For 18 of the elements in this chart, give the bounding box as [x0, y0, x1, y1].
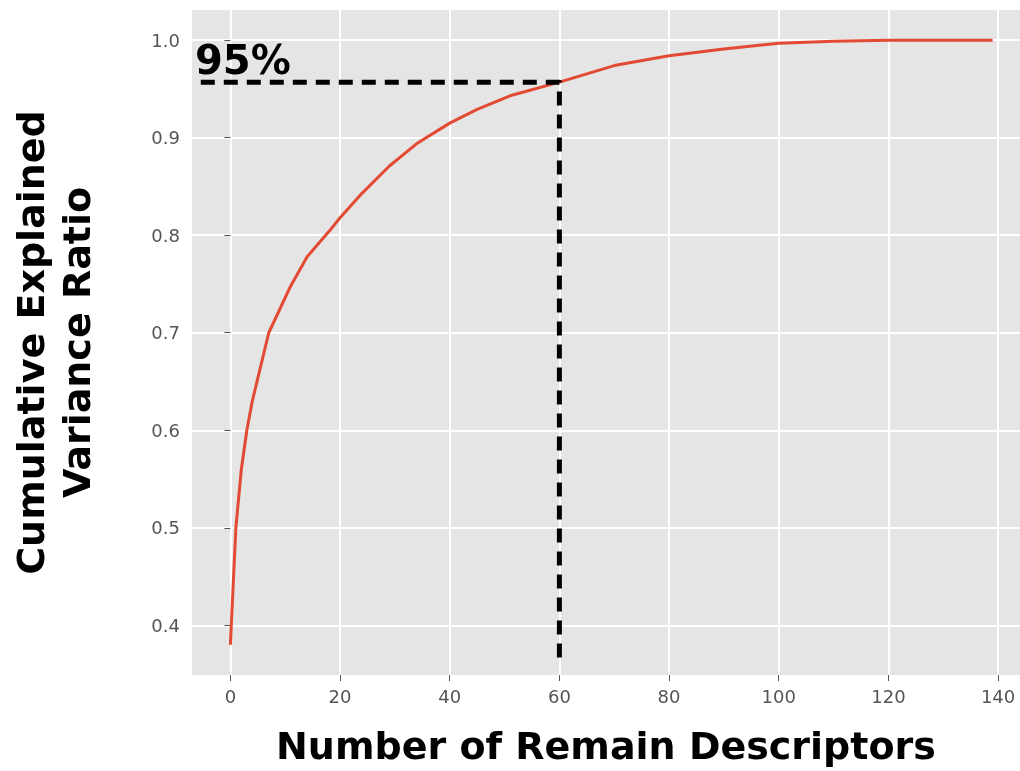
y-tick-label: 0.4: [151, 614, 180, 636]
x-tick-label: 40: [438, 685, 462, 707]
x-tick-label: 100: [761, 685, 796, 707]
x-tick-label: 0: [224, 685, 237, 707]
y-tick-label: 0.7: [151, 322, 180, 344]
x-axis-title: Number of Remain Descriptors: [276, 724, 936, 768]
x-tick-label: 60: [547, 685, 571, 707]
y-tick-label: 1.0: [151, 29, 180, 51]
y-axis-title: Cumulative Explained Variance Ratio: [9, 110, 99, 575]
y-tick-label: 0.8: [151, 224, 180, 246]
x-tick-label: 140: [980, 685, 1016, 707]
y-tick-label: 0.9: [151, 127, 180, 149]
x-tick-label: 80: [657, 685, 681, 707]
y-tick-label: 0.6: [151, 419, 180, 441]
x-tick-label: 120: [871, 685, 906, 707]
annotation: 95%: [195, 37, 291, 83]
x-tick-label: 20: [328, 685, 352, 707]
y-tick-label: 0.5: [151, 517, 180, 539]
